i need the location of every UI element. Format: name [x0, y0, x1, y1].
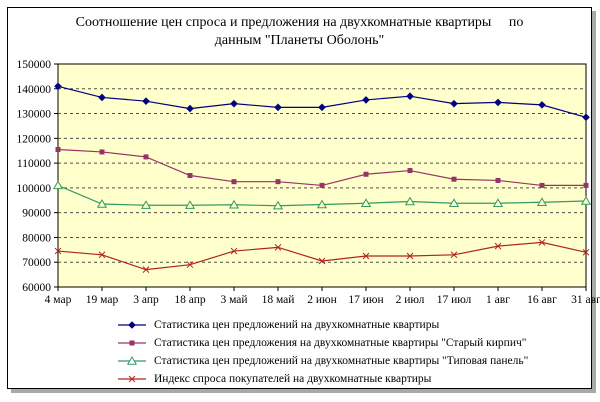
- data-point-marker: [187, 173, 193, 178]
- y-axis-label: 120000: [17, 133, 52, 145]
- chart-title: Соотношение цен спроса и предложения на …: [8, 14, 591, 50]
- data-point-marker: [580, 196, 592, 205]
- legend-item: Статистика цен предложений на двухкомнат…: [118, 316, 528, 334]
- data-point-marker: [362, 252, 370, 260]
- chart-frame: Соотношение цен спроса и предложения на …: [7, 7, 600, 389]
- x-axis-label: 18 апр: [174, 294, 205, 306]
- data-point-marker: [492, 198, 504, 207]
- x-axis-label: 4 мар: [45, 294, 72, 306]
- data-point-marker: [404, 196, 416, 206]
- x-axis-label: 1 авг: [486, 294, 510, 306]
- data-point-marker: [140, 200, 152, 209]
- data-point-marker: [55, 146, 61, 152]
- data-point-marker: [583, 182, 589, 188]
- data-point-marker: [582, 113, 590, 122]
- data-point-marker: [230, 99, 238, 108]
- data-point-marker: [538, 239, 546, 246]
- legend-marker-icon: [118, 356, 146, 365]
- data-point-marker: [362, 96, 370, 104]
- legend-item: Статистика цен предложения на двухкомнат…: [118, 334, 528, 352]
- data-point-marker: [318, 257, 326, 265]
- x-axis-label: 17 июн: [348, 294, 383, 306]
- y-axis-label: 80000: [22, 232, 51, 244]
- data-point-marker: [274, 244, 282, 251]
- data-point-marker: [184, 200, 196, 209]
- data-point-marker: [96, 199, 108, 208]
- data-point-marker: [494, 242, 502, 250]
- chart-title-line1: Соотношение цен спроса и предложения на …: [75, 15, 524, 30]
- legend-label: Индекс спроса покупателей на двухкомнатн…: [154, 373, 432, 385]
- data-point-marker: [128, 375, 136, 383]
- data-point-marker: [99, 149, 105, 155]
- data-point-marker: [228, 199, 240, 209]
- legend-marker-icon: [118, 340, 146, 346]
- x-axis-label: 31 авг: [571, 294, 600, 306]
- data-point-marker: [272, 200, 284, 210]
- data-point-marker: [231, 179, 237, 185]
- legend-label: Статистика цен предложений на двухкомнат…: [154, 355, 529, 367]
- x-axis-label: 2 июл: [396, 294, 425, 306]
- data-point-marker: [129, 340, 135, 346]
- x-axis-label: 3 май: [220, 294, 247, 306]
- x-axis-label: 19 мар: [86, 294, 119, 306]
- legend-label: Статистика цен предложений на двухкомнат…: [154, 319, 440, 331]
- price-chart-plot: 60000 70000 80000 90000 100000 110000 120000 13…: [17, 59, 600, 306]
- legend-marker-icon: [118, 321, 146, 329]
- x-axis-label: 18 май: [262, 294, 295, 306]
- x-axis-label: 16 авг: [527, 294, 557, 306]
- data-point-marker: [406, 252, 414, 260]
- data-point-marker: [363, 171, 369, 177]
- data-point-marker: [186, 261, 194, 269]
- data-point-marker: [316, 199, 328, 209]
- data-point-marker: [274, 103, 282, 112]
- y-axis-label: 140000: [17, 84, 52, 96]
- x-axis-label: 2 июн: [307, 294, 337, 306]
- data-point-marker: [450, 99, 458, 108]
- y-axis-label: 150000: [17, 59, 52, 71]
- data-point-marker: [128, 321, 136, 329]
- data-point-marker: [54, 82, 62, 91]
- x-axis-label: 3 апр: [133, 294, 159, 306]
- y-axis-label: 100000: [17, 183, 52, 195]
- data-point-marker: [275, 179, 281, 185]
- data-point-marker: [318, 103, 326, 112]
- y-axis-label: 70000: [22, 257, 51, 269]
- data-point-marker: [451, 176, 457, 182]
- legend-label: Статистика цен предложения на двухкомнат…: [154, 337, 527, 349]
- chart-legend: Статистика цен предложений на двухкомнат…: [118, 316, 528, 388]
- data-point-marker: [538, 101, 546, 109]
- data-point-marker: [448, 198, 460, 207]
- legend-item: Статистика цен предложений на двухкомнат…: [118, 352, 528, 370]
- data-point-marker: [230, 247, 238, 255]
- data-point-marker: [360, 198, 372, 207]
- data-point-marker: [186, 104, 194, 113]
- y-axis-label: 110000: [17, 158, 51, 170]
- data-point-marker: [536, 197, 548, 206]
- data-point-marker: [582, 248, 590, 256]
- data-point-marker: [450, 251, 458, 259]
- data-point-marker: [98, 251, 106, 259]
- data-point-marker: [52, 180, 64, 190]
- data-point-marker: [142, 97, 150, 105]
- y-axis-label: 90000: [22, 208, 51, 220]
- data-point-marker: [126, 356, 138, 365]
- legend-marker-icon: [118, 375, 146, 383]
- data-point-marker: [407, 168, 413, 174]
- data-point-marker: [142, 266, 150, 274]
- chart-title-line2: данным "Планеты Оболонь": [214, 33, 385, 48]
- data-point-marker: [495, 177, 501, 183]
- data-point-marker: [98, 93, 106, 102]
- data-point-marker: [143, 154, 149, 160]
- data-point-marker: [319, 182, 325, 188]
- data-point-marker: [406, 92, 414, 101]
- y-axis-label: 130000: [17, 109, 52, 121]
- plot-area: [57, 63, 587, 288]
- x-axis-label: 17 июл: [437, 294, 472, 306]
- y-axis-label: 60000: [22, 282, 51, 294]
- data-point-marker: [539, 182, 545, 188]
- legend-item: Индекс спроса покупателей на двухкомнатн…: [118, 370, 528, 388]
- data-point-marker: [54, 247, 62, 255]
